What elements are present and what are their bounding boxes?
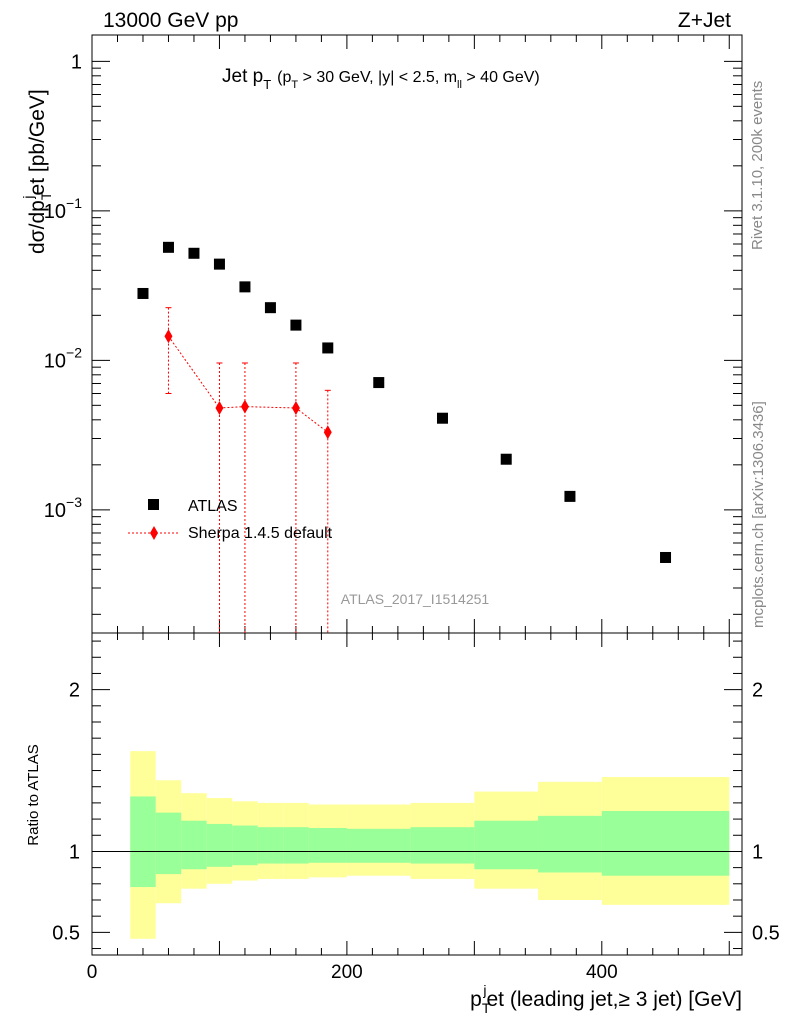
ytick-exp: −3 (66, 494, 82, 510)
legend-sherpa-label: Sherpa 1.4.5 default (188, 525, 333, 542)
ratio-inner-band-2 (181, 820, 207, 870)
atlas-point (137, 287, 149, 299)
ratio-inner-band-5 (257, 827, 284, 864)
ratio-inner-band-6 (283, 827, 309, 864)
title-main-sub: T (263, 77, 271, 92)
ratio-ytick-label-left: 2 (69, 680, 80, 702)
ytick-base: 10 (44, 500, 66, 522)
title-main: Jet p (222, 66, 263, 87)
legend: ATLAS Sherpa 1.4.5 default (128, 498, 333, 542)
ratio-inner-band-7 (308, 827, 347, 863)
ratio-inner-band-9 (410, 827, 475, 864)
xlabel-sup: j (482, 982, 486, 998)
atlas-point (322, 342, 334, 354)
ratio-inner-band-4 (232, 825, 258, 866)
main-ytick-label: 1 (71, 51, 82, 73)
sherpa-point (164, 329, 173, 344)
xlabel-sub: T (482, 1000, 491, 1016)
ratio-ylabel: Ratio to ATLAS (25, 744, 42, 845)
title-cuts-sub1: T (291, 79, 298, 91)
ratio-ytick-label-right: 1 (752, 841, 763, 863)
atlas-point (213, 258, 225, 270)
ratio-ytick-label-left: 0.5 (52, 922, 80, 944)
ratio-ytick-label-right: 0.5 (752, 922, 780, 944)
legend-sherpa-marker (150, 526, 158, 540)
ratio-inner-band-10 (474, 820, 539, 870)
analysis-watermark: ATLAS_2017_I1514251 (341, 591, 490, 607)
atlas-point (239, 281, 251, 293)
xlabel-b: et (leading jet,≥ 3 jet) [GeV] (487, 988, 743, 1011)
xtick-label: 400 (586, 962, 618, 983)
ytick-base: 10 (44, 201, 66, 223)
ratio-inner-band-3 (206, 823, 233, 867)
title-cuts: (p (277, 69, 291, 86)
ratio-inner-band-11 (538, 815, 602, 873)
atlas-point (373, 377, 385, 389)
top-right-label: Z+Jet (678, 9, 731, 32)
sherpa-point (291, 400, 300, 415)
atlas-point (660, 551, 672, 563)
main-ylabel: dσ/dpTjet [pb/GeV] (20, 89, 54, 254)
ylabel-sub: T (38, 191, 54, 200)
ylabel-b: et [pb/GeV] (26, 89, 49, 195)
rivet-label: Rivet 3.1.10, 200k events (749, 81, 766, 250)
main-ytick-label: 10−2 (44, 344, 82, 372)
mcplots-label: mcplots.cern.ch [arXiv:1306.3436] (750, 401, 767, 628)
legend-atlas-marker (148, 499, 159, 510)
atlas-point (162, 241, 174, 253)
xlabel-a: p (470, 988, 482, 1011)
ratio-ytick-label-left: 1 (69, 841, 80, 863)
xlabel: pTjet (leading jet,≥ 3 jet) [GeV] (470, 982, 742, 1016)
atlas-point (264, 302, 276, 314)
title-cuts-mid: > 30 GeV, |y| < 2.5, m (298, 69, 457, 86)
plot-title: Jet pT (pT > 30 GeV, |y| < 2.5, mll > 40 … (222, 66, 540, 92)
ratio-ytick-label-right: 2 (752, 680, 763, 702)
ratio-inner-band-8 (346, 828, 411, 863)
sherpa-point (215, 400, 224, 415)
main-ytick-label: 10−3 (44, 494, 82, 522)
atlas-point (500, 453, 512, 465)
title-cuts-sub2: ll (457, 79, 462, 91)
ytick-base: 10 (44, 350, 66, 372)
ylabel-a: dσ/dp (26, 200, 49, 254)
ylabel-sup: j (20, 195, 36, 199)
xtick-label: 200 (331, 962, 363, 983)
sherpa-point (240, 399, 249, 414)
ratio-inner-band-0 (130, 796, 156, 888)
atlas-point (188, 247, 200, 259)
main-axis-ticks: 110−110−210−3 (44, 35, 742, 633)
main-ytick-label: 10−1 (44, 195, 82, 223)
top-left-label: 13000 GeV pp (103, 9, 238, 32)
ratio-inner-band-1 (155, 812, 182, 875)
title-cuts-end: > 40 GeV) (462, 69, 540, 86)
ratio-bands (130, 751, 730, 939)
main-series (137, 241, 672, 633)
sherpa-point (323, 425, 332, 440)
legend-atlas-label: ATLAS (188, 498, 238, 515)
atlas-point (436, 412, 448, 424)
atlas-point (290, 319, 302, 331)
ratio-axis-ticks: 0 200 400 0.5 0.5 1 1 2 2 (52, 633, 780, 983)
atlas-point (564, 490, 576, 502)
xtick-label: 0 (87, 962, 98, 983)
ytick-exp: −2 (66, 344, 82, 360)
ratio-inner-band-12 (601, 810, 730, 876)
ytick-exp: −1 (66, 195, 82, 211)
ratio-plot-frame (91, 632, 743, 956)
